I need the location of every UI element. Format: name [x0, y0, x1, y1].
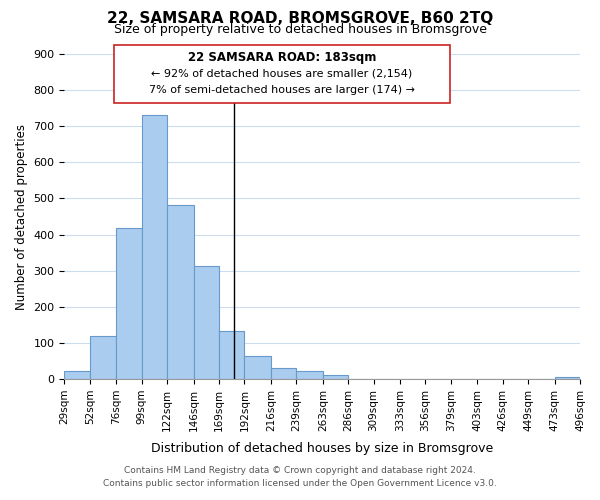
Text: 22 SAMSARA ROAD: 183sqm: 22 SAMSARA ROAD: 183sqm [188, 51, 376, 64]
Bar [271, 368, 296, 379]
X-axis label: Distribution of detached houses by size in Bromsgrove: Distribution of detached houses by size … [151, 442, 493, 455]
Bar [323, 376, 348, 379]
Text: Size of property relative to detached houses in Bromsgrove: Size of property relative to detached ho… [113, 22, 487, 36]
Bar [194, 266, 219, 379]
Bar [64, 371, 90, 379]
Bar [90, 336, 116, 379]
Bar [219, 331, 244, 379]
Bar [167, 204, 194, 379]
Bar [296, 371, 323, 379]
Text: 7% of semi-detached houses are larger (174) →: 7% of semi-detached houses are larger (1… [149, 85, 415, 95]
Bar [244, 356, 271, 379]
Text: 22, SAMSARA ROAD, BROMSGROVE, B60 2TQ: 22, SAMSARA ROAD, BROMSGROVE, B60 2TQ [107, 11, 493, 26]
Bar [554, 376, 580, 379]
Text: Contains HM Land Registry data © Crown copyright and database right 2024.
Contai: Contains HM Land Registry data © Crown c… [103, 466, 497, 487]
Text: ← 92% of detached houses are smaller (2,154): ← 92% of detached houses are smaller (2,… [151, 69, 413, 79]
Bar [116, 228, 142, 379]
Y-axis label: Number of detached properties: Number of detached properties [15, 124, 28, 310]
Bar [142, 116, 167, 379]
